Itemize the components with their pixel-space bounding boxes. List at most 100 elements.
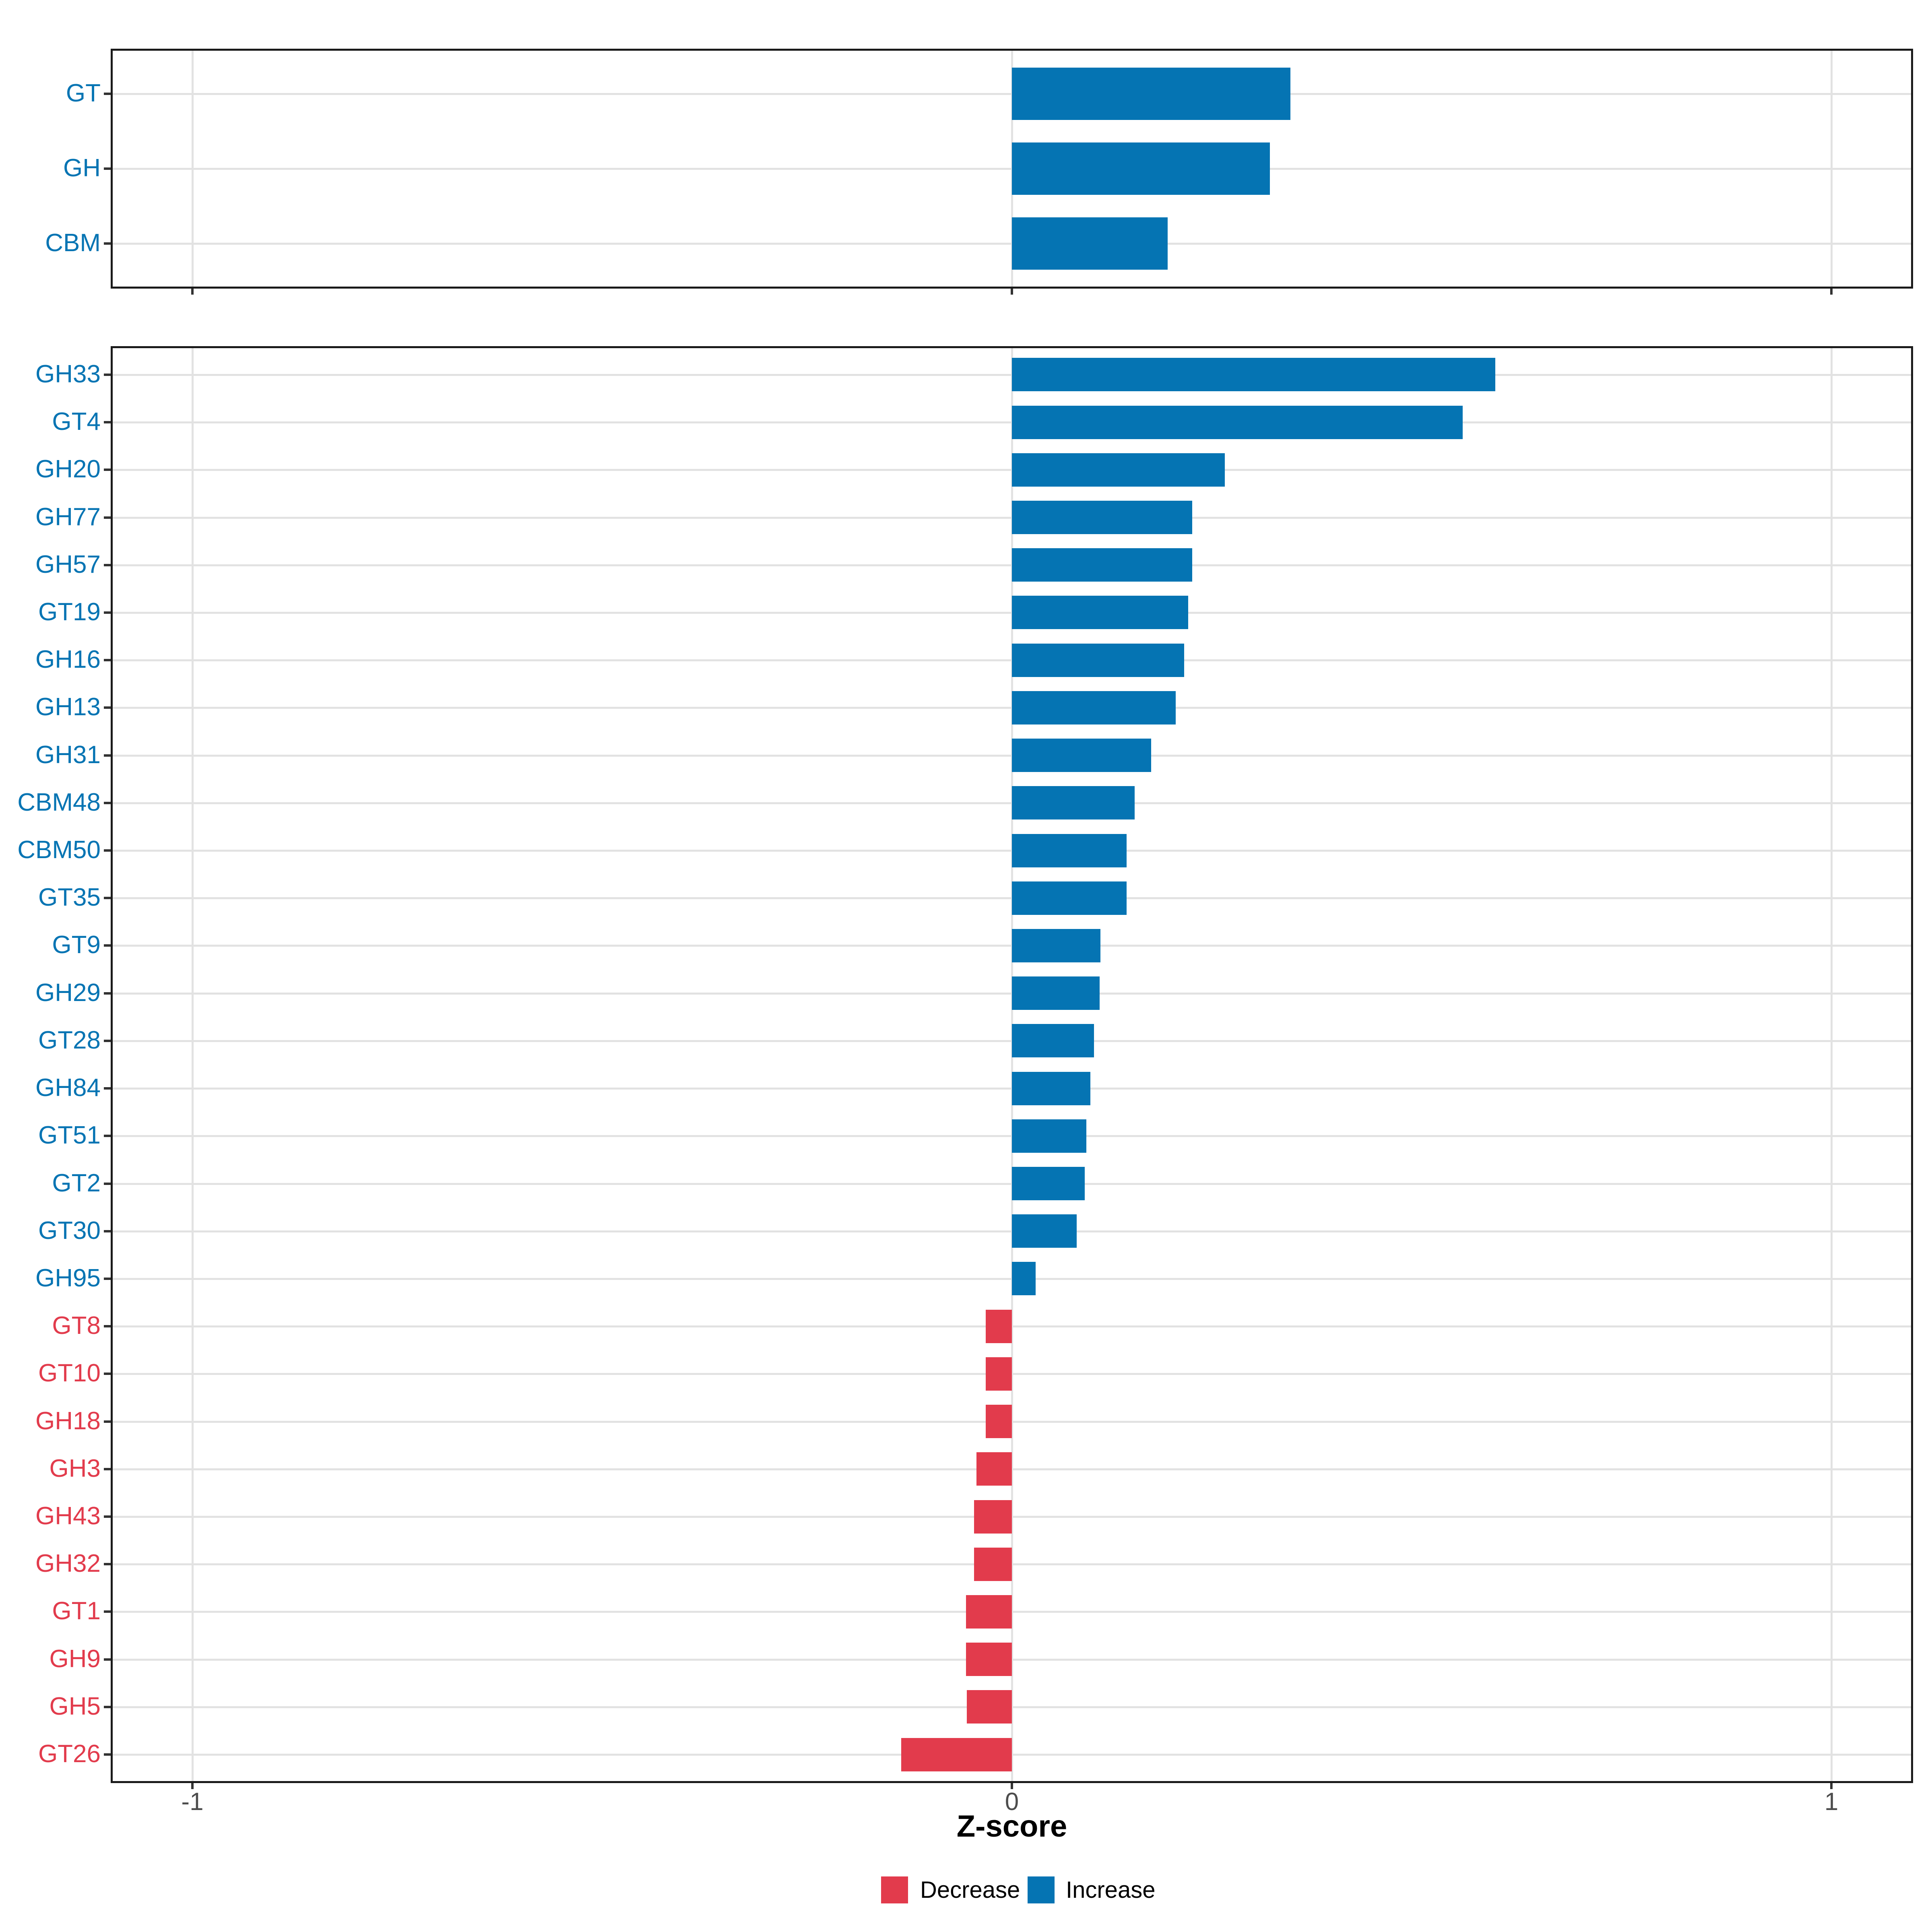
y-axis-label-GT26: GT26 xyxy=(38,1740,101,1768)
bar-GH29 xyxy=(1012,976,1100,1010)
y-tick-GH33 xyxy=(104,373,111,376)
y-tick-GH57 xyxy=(104,564,111,566)
bar-GH57 xyxy=(1012,548,1192,582)
y-axis-label-GT1: GT1 xyxy=(52,1597,101,1625)
y-axis-label-GH9: GH9 xyxy=(49,1645,101,1673)
x-tick-0 xyxy=(1011,1783,1013,1789)
y-tick-GH13 xyxy=(104,706,111,709)
gridline-y-GT26 xyxy=(113,1754,1911,1756)
bar-GH xyxy=(1012,142,1270,195)
y-tick-GT30 xyxy=(104,1230,111,1232)
y-tick-GT4 xyxy=(104,421,111,424)
bar-GH32 xyxy=(974,1547,1012,1581)
y-tick-GT9 xyxy=(104,944,111,947)
y-axis-label-GT10: GT10 xyxy=(38,1359,101,1387)
y-tick-GT35 xyxy=(104,897,111,900)
y-axis-label-GH31: GH31 xyxy=(35,741,101,769)
bar-GT19 xyxy=(1012,596,1188,630)
y-axis-label-GT35: GT35 xyxy=(38,883,101,912)
y-axis-label-GH43: GH43 xyxy=(35,1502,101,1530)
y-axis-label-GT9: GT9 xyxy=(52,931,101,959)
y-tick-GH3 xyxy=(104,1468,111,1470)
x-tick-1 xyxy=(1830,1783,1833,1789)
bar-GT30 xyxy=(1012,1214,1077,1248)
y-axis-label-GT4: GT4 xyxy=(52,407,101,436)
bar-GT xyxy=(1012,67,1290,120)
y-axis-label-GH29: GH29 xyxy=(35,978,101,1007)
y-axis-label-GH84: GH84 xyxy=(35,1073,101,1102)
y-tick-CBM xyxy=(104,242,111,245)
bar-GH20 xyxy=(1012,453,1225,487)
x-tick-label--1: -1 xyxy=(181,1788,204,1816)
bar-GH31 xyxy=(1012,739,1151,772)
bar-GH9 xyxy=(966,1643,1012,1676)
y-axis-label-GT19: GT19 xyxy=(38,598,101,626)
bar-GH5 xyxy=(967,1690,1012,1724)
bar-GH3 xyxy=(976,1452,1012,1486)
y-tick-GH xyxy=(104,167,111,170)
bar-GT9 xyxy=(1012,929,1100,962)
y-axis-label-GH16: GH16 xyxy=(35,645,101,673)
y-axis-label-GT8: GT8 xyxy=(52,1311,101,1340)
bar-GH16 xyxy=(1012,643,1184,677)
y-axis-label-GH57: GH57 xyxy=(35,550,101,578)
legend-label-decrease: Decrease xyxy=(920,1877,1020,1903)
y-tick-GH29 xyxy=(104,992,111,995)
bar-GH13 xyxy=(1012,691,1176,724)
y-tick-GT8 xyxy=(104,1325,111,1328)
x-tick--1 xyxy=(191,289,194,295)
bar-GT8 xyxy=(986,1309,1012,1343)
x-tick-0 xyxy=(1011,289,1013,295)
y-axis-label-CBM50: CBM50 xyxy=(17,836,101,864)
y-axis-label-GH95: GH95 xyxy=(35,1264,101,1292)
bar-GT10 xyxy=(986,1357,1012,1391)
y-tick-GH32 xyxy=(104,1563,111,1566)
y-axis-label-CBM: CBM xyxy=(45,229,101,257)
y-tick-GT2 xyxy=(104,1182,111,1185)
bar-CBM xyxy=(1012,217,1168,270)
y-axis-label-GH33: GH33 xyxy=(35,360,101,388)
y-tick-GT10 xyxy=(104,1373,111,1375)
panel-cazyme-families xyxy=(111,346,1913,1783)
gridline-y-GH32 xyxy=(113,1563,1911,1566)
gridline-y-GT8 xyxy=(113,1325,1911,1328)
bar-GH95 xyxy=(1012,1262,1036,1296)
x-tick--1 xyxy=(191,1783,194,1789)
y-tick-GH31 xyxy=(104,754,111,757)
legend-key-increase xyxy=(1028,1876,1055,1903)
gridline-y-GH5 xyxy=(113,1706,1911,1708)
y-tick-GT28 xyxy=(104,1039,111,1042)
y-axis-label-GT2: GT2 xyxy=(52,1169,101,1197)
y-tick-CBM50 xyxy=(104,849,111,852)
y-tick-GH9 xyxy=(104,1658,111,1661)
y-tick-GT19 xyxy=(104,611,111,614)
legend-key-decrease xyxy=(881,1876,908,1903)
bar-GT4 xyxy=(1012,405,1463,439)
y-tick-GT51 xyxy=(104,1135,111,1137)
y-tick-GT1 xyxy=(104,1610,111,1613)
bar-GT28 xyxy=(1012,1024,1094,1058)
bar-CBM48 xyxy=(1012,786,1135,820)
y-tick-GH43 xyxy=(104,1515,111,1518)
y-axis-label-GH: GH xyxy=(63,154,101,182)
bar-GT2 xyxy=(1012,1167,1085,1201)
y-axis-label-GT51: GT51 xyxy=(38,1121,101,1150)
bar-GT26 xyxy=(901,1738,1012,1771)
y-axis-label-GH77: GH77 xyxy=(35,503,101,531)
gridline-y-GH3 xyxy=(113,1468,1911,1470)
gridline-y-GH9 xyxy=(113,1658,1911,1661)
bar-GT35 xyxy=(1012,881,1127,915)
bar-GH43 xyxy=(974,1500,1012,1534)
y-axis-label-GT: GT xyxy=(66,79,101,107)
y-tick-CBM48 xyxy=(104,801,111,804)
bar-GT1 xyxy=(966,1595,1012,1629)
bar-GH33 xyxy=(1012,358,1495,392)
gridline-y-GT1 xyxy=(113,1611,1911,1613)
gridline-x-0 xyxy=(1011,348,1013,1781)
y-tick-GH84 xyxy=(104,1087,111,1090)
y-tick-GH20 xyxy=(104,469,111,471)
y-tick-GT xyxy=(104,92,111,95)
gridline-x-1 xyxy=(1831,348,1833,1781)
gridline-y-GT10 xyxy=(113,1373,1911,1375)
